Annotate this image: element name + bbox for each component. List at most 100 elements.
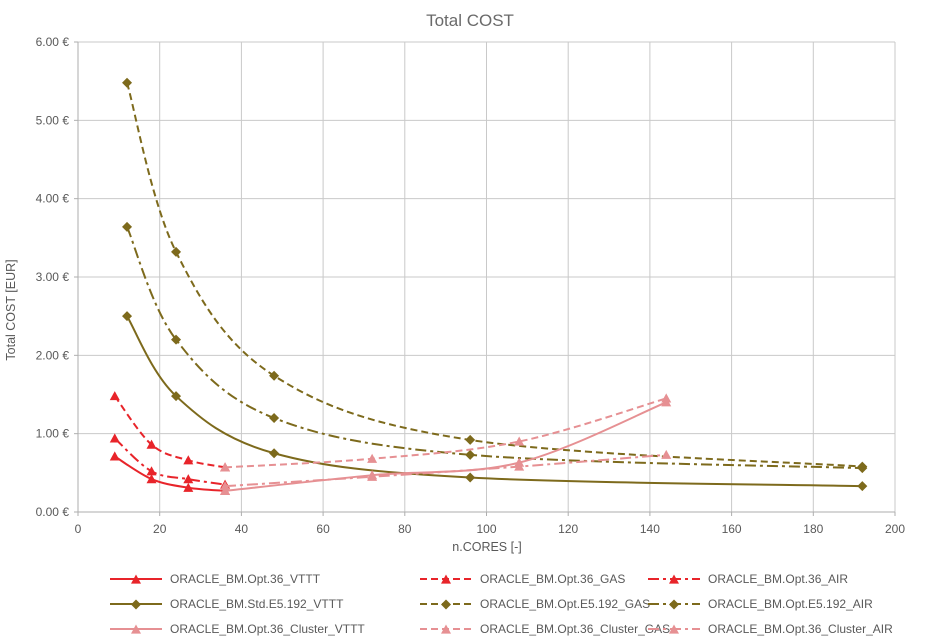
legend-triangle-marker <box>441 574 451 584</box>
diamond-marker <box>269 448 280 459</box>
series-ORACLE_BM.Opt.36_Cluster_AIR <box>220 449 672 491</box>
y-tick-label: 5.00 € <box>36 113 70 127</box>
legend-item-ORACLE_BM.Opt.36_VTTT: ORACLE_BM.Opt.36_VTTT <box>110 572 321 586</box>
series-ORACLE_BM.Opt.36_Cluster_GAS <box>220 393 672 472</box>
legend-triangle-marker <box>669 574 679 584</box>
legend-triangle-marker <box>669 624 679 634</box>
x-tick-label: 140 <box>640 522 660 536</box>
series-line <box>126 82 863 468</box>
triangle-marker <box>220 485 231 495</box>
x-tick-label: 200 <box>885 522 905 536</box>
series-line <box>224 453 667 488</box>
diamond-marker <box>465 472 476 483</box>
x-tick-label: 60 <box>316 522 330 536</box>
diamond-marker <box>122 221 133 232</box>
diamond-marker <box>171 391 182 402</box>
diamond-marker <box>122 77 133 88</box>
triangle-marker <box>514 436 525 446</box>
x-tick-label: 20 <box>153 522 167 536</box>
triangle-marker <box>367 471 378 481</box>
series-ORACLE_BM.Opt.36_Cluster_VTTT <box>220 397 672 495</box>
x-tick-label: 180 <box>803 522 823 536</box>
legend-triangle-marker <box>131 624 141 634</box>
x-axis-title: n.CORES [-] <box>452 540 521 554</box>
series-ORACLE_BM.Opt.36_VTTT <box>109 451 231 495</box>
triangle-marker <box>146 466 157 476</box>
legend-label: ORACLE_BM.Opt.E5.192_AIR <box>708 597 873 611</box>
legend-diamond-marker <box>441 599 451 610</box>
triangle-marker <box>514 461 525 471</box>
triangle-marker <box>661 393 672 403</box>
series-ORACLE_BM.Opt.E5.192_GAS <box>122 77 868 472</box>
chart-legend: ORACLE_BM.Opt.36_VTTT ORACLE_BM.Opt.36_GA… <box>110 572 893 636</box>
legend-diamond-marker <box>669 599 679 610</box>
triangle-marker <box>220 481 231 491</box>
triangle-marker <box>146 474 157 484</box>
y-tick-label: 2.00 € <box>36 348 70 362</box>
series-line <box>126 226 863 470</box>
legend-item-ORACLE_BM.Opt.E5.192_GAS: ORACLE_BM.Opt.E5.192_GAS <box>420 597 650 611</box>
tick-labels: 0 20 40 60 80 100 120 140 160 180 200 0.00 € 1.00 € 2… <box>36 35 906 536</box>
data-series <box>109 77 868 495</box>
triangle-marker <box>109 451 120 461</box>
legend-triangle-marker <box>131 574 141 584</box>
series-line <box>225 397 667 469</box>
legend-item-ORACLE_BM.Opt.36_Cluster_VTTT: ORACLE_BM.Opt.36_Cluster_VTTT <box>110 622 365 636</box>
diamond-marker <box>122 311 133 322</box>
diamond-marker <box>171 334 182 345</box>
legend-item-ORACLE_BM.Opt.36_Cluster_GAS: ORACLE_BM.Opt.36_Cluster_GAS <box>420 622 670 636</box>
series-ORACLE_BM.Opt.36_GAS <box>109 391 231 472</box>
triangle-marker <box>183 455 194 465</box>
y-tick-label: 4.00 € <box>36 192 70 206</box>
x-tick-label: 40 <box>235 522 249 536</box>
triangle-marker <box>146 439 157 449</box>
triangle-marker <box>183 474 194 484</box>
x-tick-label: 100 <box>476 522 496 536</box>
chart-title: Total COST <box>426 11 514 30</box>
diamond-marker <box>269 370 280 381</box>
triangle-marker <box>109 433 120 443</box>
legend-item-ORACLE_BM.Opt.36_GAS: ORACLE_BM.Opt.36_GAS <box>420 572 625 586</box>
y-axis-title: Total COST [EUR] <box>4 259 18 360</box>
gridlines <box>78 41 896 512</box>
y-tick-label: 0.00 € <box>36 505 70 519</box>
diamond-marker <box>857 481 868 492</box>
legend-label: ORACLE_BM.Opt.36_GAS <box>480 572 625 586</box>
legend-label: ORACLE_BM.Opt.36_VTTT <box>170 572 321 586</box>
diamond-marker <box>269 413 280 423</box>
y-tick-label: 6.00 € <box>36 35 70 49</box>
series-line <box>114 455 226 492</box>
legend-label: ORACLE_BM.Std.E5.192_VTTT <box>170 597 344 611</box>
diamond-marker <box>465 449 476 460</box>
x-tick-label: 160 <box>722 522 742 536</box>
legend-label: ORACLE_BM.Opt.E5.192_GAS <box>480 597 650 611</box>
legend-label: ORACLE_BM.Opt.36_AIR <box>708 572 848 586</box>
series-line <box>114 437 226 486</box>
legend-label: ORACLE_BM.Opt.36_Cluster_GAS <box>480 622 670 636</box>
series-ORACLE_BM.Opt.E5.192_AIR <box>122 221 868 474</box>
x-tick-label: 0 <box>75 522 82 536</box>
legend-label: ORACLE_BM.Opt.36_Cluster_VTTT <box>170 622 365 636</box>
triangle-marker <box>109 391 120 401</box>
series-line <box>113 395 226 469</box>
legend-item-ORACLE_BM.Opt.36_Cluster_AIR: ORACLE_BM.Opt.36_Cluster_AIR <box>648 622 893 636</box>
triangle-marker <box>367 453 378 463</box>
legend-item-ORACLE_BM.Opt.36_AIR: ORACLE_BM.Opt.36_AIR <box>648 572 848 586</box>
legend-label: ORACLE_BM.Opt.36_Cluster_AIR <box>708 622 893 636</box>
legend-triangle-marker <box>441 624 451 634</box>
y-tick-label: 1.00 € <box>36 427 70 441</box>
series-ORACLE_BM.Std.E5.192_VTTT <box>122 311 868 492</box>
triangle-marker <box>220 462 231 472</box>
triangle-marker <box>661 449 672 459</box>
legend-item-ORACLE_BM.Opt.E5.192_AIR: ORACLE_BM.Opt.E5.192_AIR <box>648 597 873 611</box>
x-tick-label: 80 <box>398 522 412 536</box>
legend-diamond-marker <box>131 599 141 610</box>
series-line <box>224 401 667 492</box>
diamond-marker <box>171 246 182 257</box>
legend-item-ORACLE_BM.Std.E5.192_VTTT: ORACLE_BM.Std.E5.192_VTTT <box>110 597 344 611</box>
diamond-marker <box>857 463 868 474</box>
y-tick-label: 3.00 € <box>36 270 70 284</box>
triangle-marker <box>183 482 194 492</box>
